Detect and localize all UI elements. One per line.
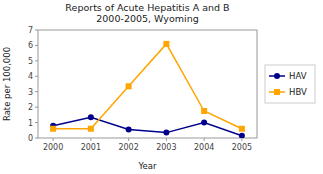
plot-frame bbox=[38, 30, 257, 138]
data-point bbox=[88, 126, 94, 132]
x-tick bbox=[204, 138, 205, 141]
y-axis-label: Rate per 100,000 bbox=[2, 47, 12, 121]
y-tick-label: 4 bbox=[28, 72, 33, 81]
series-line bbox=[53, 44, 242, 129]
y-tick-label: 3 bbox=[28, 88, 33, 97]
x-tick-label: 2004 bbox=[194, 143, 214, 152]
y-tick bbox=[35, 122, 38, 123]
y-tick bbox=[35, 138, 38, 139]
y-tick-label: 5 bbox=[28, 57, 33, 66]
title-line: 2000-2005, Wyoming bbox=[96, 13, 198, 24]
x-tick-label: 2002 bbox=[118, 143, 138, 152]
x-tick bbox=[166, 138, 167, 141]
y-tick bbox=[35, 76, 38, 77]
y-tick bbox=[35, 91, 38, 92]
series-line bbox=[53, 117, 242, 136]
legend-label: HBV bbox=[289, 87, 307, 97]
x-tick-label: 2003 bbox=[156, 143, 176, 152]
data-point bbox=[239, 126, 245, 132]
legend-box bbox=[265, 65, 315, 103]
y-tick-label: 2 bbox=[28, 103, 33, 112]
plot-area bbox=[50, 41, 245, 138]
legend-marker bbox=[274, 73, 280, 79]
x-tick bbox=[128, 138, 129, 141]
x-axis-label: Year bbox=[138, 161, 158, 171]
title-line: Reports of Acute Hepatitis A and B bbox=[65, 2, 229, 13]
y-tick bbox=[35, 60, 38, 61]
data-point bbox=[201, 120, 207, 126]
y-tick-label: 1 bbox=[28, 119, 33, 128]
y-tick bbox=[35, 30, 38, 31]
x-tick-label: 2005 bbox=[232, 143, 252, 152]
chart: Reports of Acute Hepatitis A and B2000-2… bbox=[0, 0, 323, 174]
data-point bbox=[126, 83, 132, 89]
x-tick bbox=[241, 138, 242, 141]
x-tick-label: 2000 bbox=[43, 143, 63, 152]
data-point bbox=[163, 41, 169, 47]
y-tick bbox=[35, 107, 38, 108]
data-point bbox=[50, 126, 56, 132]
legend: HAV HBV bbox=[265, 65, 315, 103]
data-point bbox=[201, 108, 207, 114]
data-point bbox=[163, 130, 169, 136]
data-point bbox=[88, 114, 94, 120]
legend-marker bbox=[274, 89, 280, 95]
legend-label: HAV bbox=[289, 71, 307, 81]
x-tick bbox=[90, 138, 91, 141]
title: Reports of Acute Hepatitis A and B2000-2… bbox=[65, 2, 229, 24]
x-tick bbox=[53, 138, 54, 141]
x-tick-label: 2001 bbox=[81, 143, 101, 152]
y-tick-label: 6 bbox=[28, 41, 33, 50]
data-point bbox=[239, 133, 245, 138]
y-tick bbox=[35, 45, 38, 46]
data-point bbox=[126, 127, 132, 133]
y-tick-label: 7 bbox=[28, 26, 33, 35]
y-tick-label: 0 bbox=[28, 134, 33, 143]
